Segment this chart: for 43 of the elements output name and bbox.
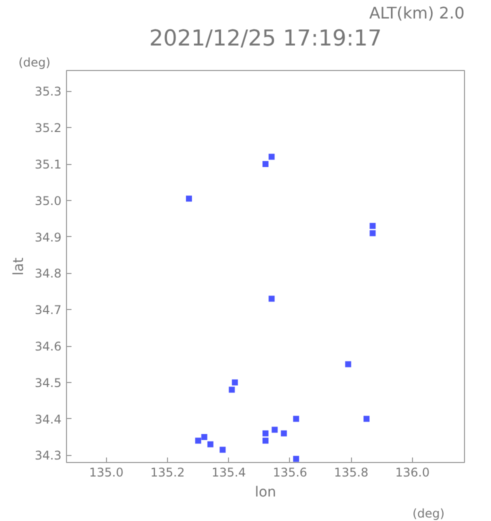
y-tick-label: 34.8 [34, 266, 62, 281]
y-tick-label: 35.0 [34, 194, 62, 208]
point [262, 430, 268, 436]
point [232, 379, 238, 386]
text: (deg) [412, 506, 445, 520]
y-tick-label: 34.5 [34, 376, 62, 390]
y-tick-label: 34.6 [34, 340, 62, 354]
point [268, 296, 275, 302]
y-tick-label: 34.3 [34, 448, 62, 463]
y-tick-label: 34.4 [34, 412, 62, 426]
y-axis-title: lat [10, 257, 27, 276]
y-tick-label: 35.1 [34, 158, 62, 172]
y-tick-label: 35.3 [34, 84, 62, 99]
x-tick-label: 135.8 [334, 466, 368, 480]
text: ALT(km) 2.0 [369, 4, 464, 22]
point [272, 426, 278, 433]
point [370, 222, 376, 229]
x-axis-title: lon [254, 484, 276, 500]
point [220, 446, 226, 453]
x-tick-label: 135.2 [150, 466, 185, 480]
x-tick-label: 135.6 [272, 466, 308, 480]
chart-title: 2021/12/25 17:19:17 [149, 26, 382, 52]
point [364, 416, 370, 422]
point [268, 154, 275, 160]
x-tick-label: 135.4 [212, 466, 246, 480]
point [201, 434, 208, 440]
y-tick-label: 34.7 [34, 303, 62, 318]
x-tick-label: 136.0 [395, 466, 430, 480]
x-tick-label: 135.0 [89, 466, 124, 480]
point [207, 441, 214, 448]
point [195, 438, 202, 444]
point [262, 438, 268, 444]
point [345, 361, 352, 368]
text: (deg) [18, 56, 50, 70]
point [293, 456, 300, 462]
point [280, 430, 287, 436]
point [262, 161, 268, 168]
y-tick-label: 35.2 [34, 121, 62, 136]
point [370, 230, 376, 236]
y-tick-label: 34.9 [34, 230, 62, 244]
point [293, 416, 300, 422]
point [186, 196, 192, 202]
point [228, 386, 235, 393]
